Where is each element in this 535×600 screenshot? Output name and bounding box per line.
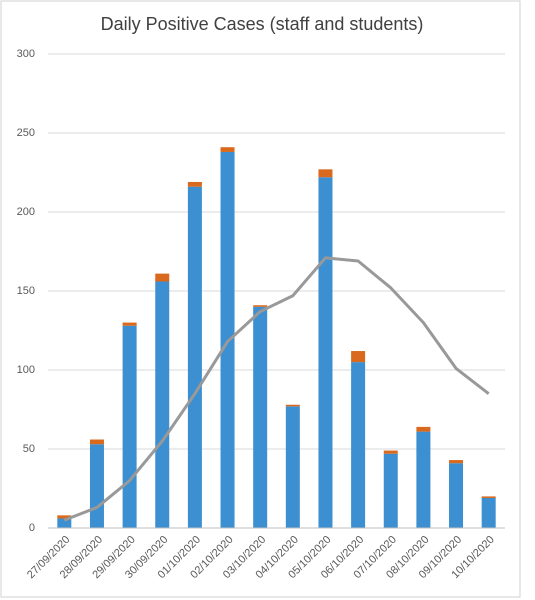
bar-segment	[155, 273, 170, 282]
y-tick-label: 250	[17, 127, 35, 139]
line	[63, 256, 490, 522]
bar-segment	[220, 147, 235, 152]
bar-segment	[481, 496, 496, 498]
bar-segment	[253, 306, 268, 528]
bar-segment	[449, 463, 464, 528]
y-tick-label: 150	[17, 285, 35, 297]
chart-title: Daily Positive Cases (staff and students…	[101, 14, 424, 34]
bar-segment	[351, 362, 366, 528]
bar-segment	[122, 325, 137, 528]
bar-segment	[285, 406, 300, 528]
bar-segment	[122, 322, 137, 326]
y-tick-label: 300	[17, 48, 35, 60]
bar-segment	[416, 431, 431, 528]
bar-segment	[187, 181, 202, 187]
bar-segment	[187, 186, 202, 528]
bar-segment	[416, 426, 431, 432]
y-tick-label: 0	[29, 522, 35, 534]
y-tick-label: 200	[17, 206, 35, 218]
bar-segment	[155, 281, 170, 528]
bar-segment	[318, 169, 333, 178]
bar-segment	[89, 444, 104, 528]
bar-segment	[449, 460, 464, 464]
bar-segment	[57, 518, 72, 528]
bar-segment	[481, 497, 496, 528]
bar-segment	[318, 177, 333, 529]
bar-segment	[285, 404, 300, 407]
y-tick-label: 50	[23, 443, 35, 455]
bar-segment	[351, 351, 366, 363]
bar-segment	[253, 305, 268, 307]
bar-segment	[57, 515, 72, 519]
bar-segment	[383, 453, 398, 528]
bar-segment	[89, 439, 104, 445]
bar-segment	[383, 450, 398, 454]
y-tick-label: 100	[17, 364, 35, 376]
